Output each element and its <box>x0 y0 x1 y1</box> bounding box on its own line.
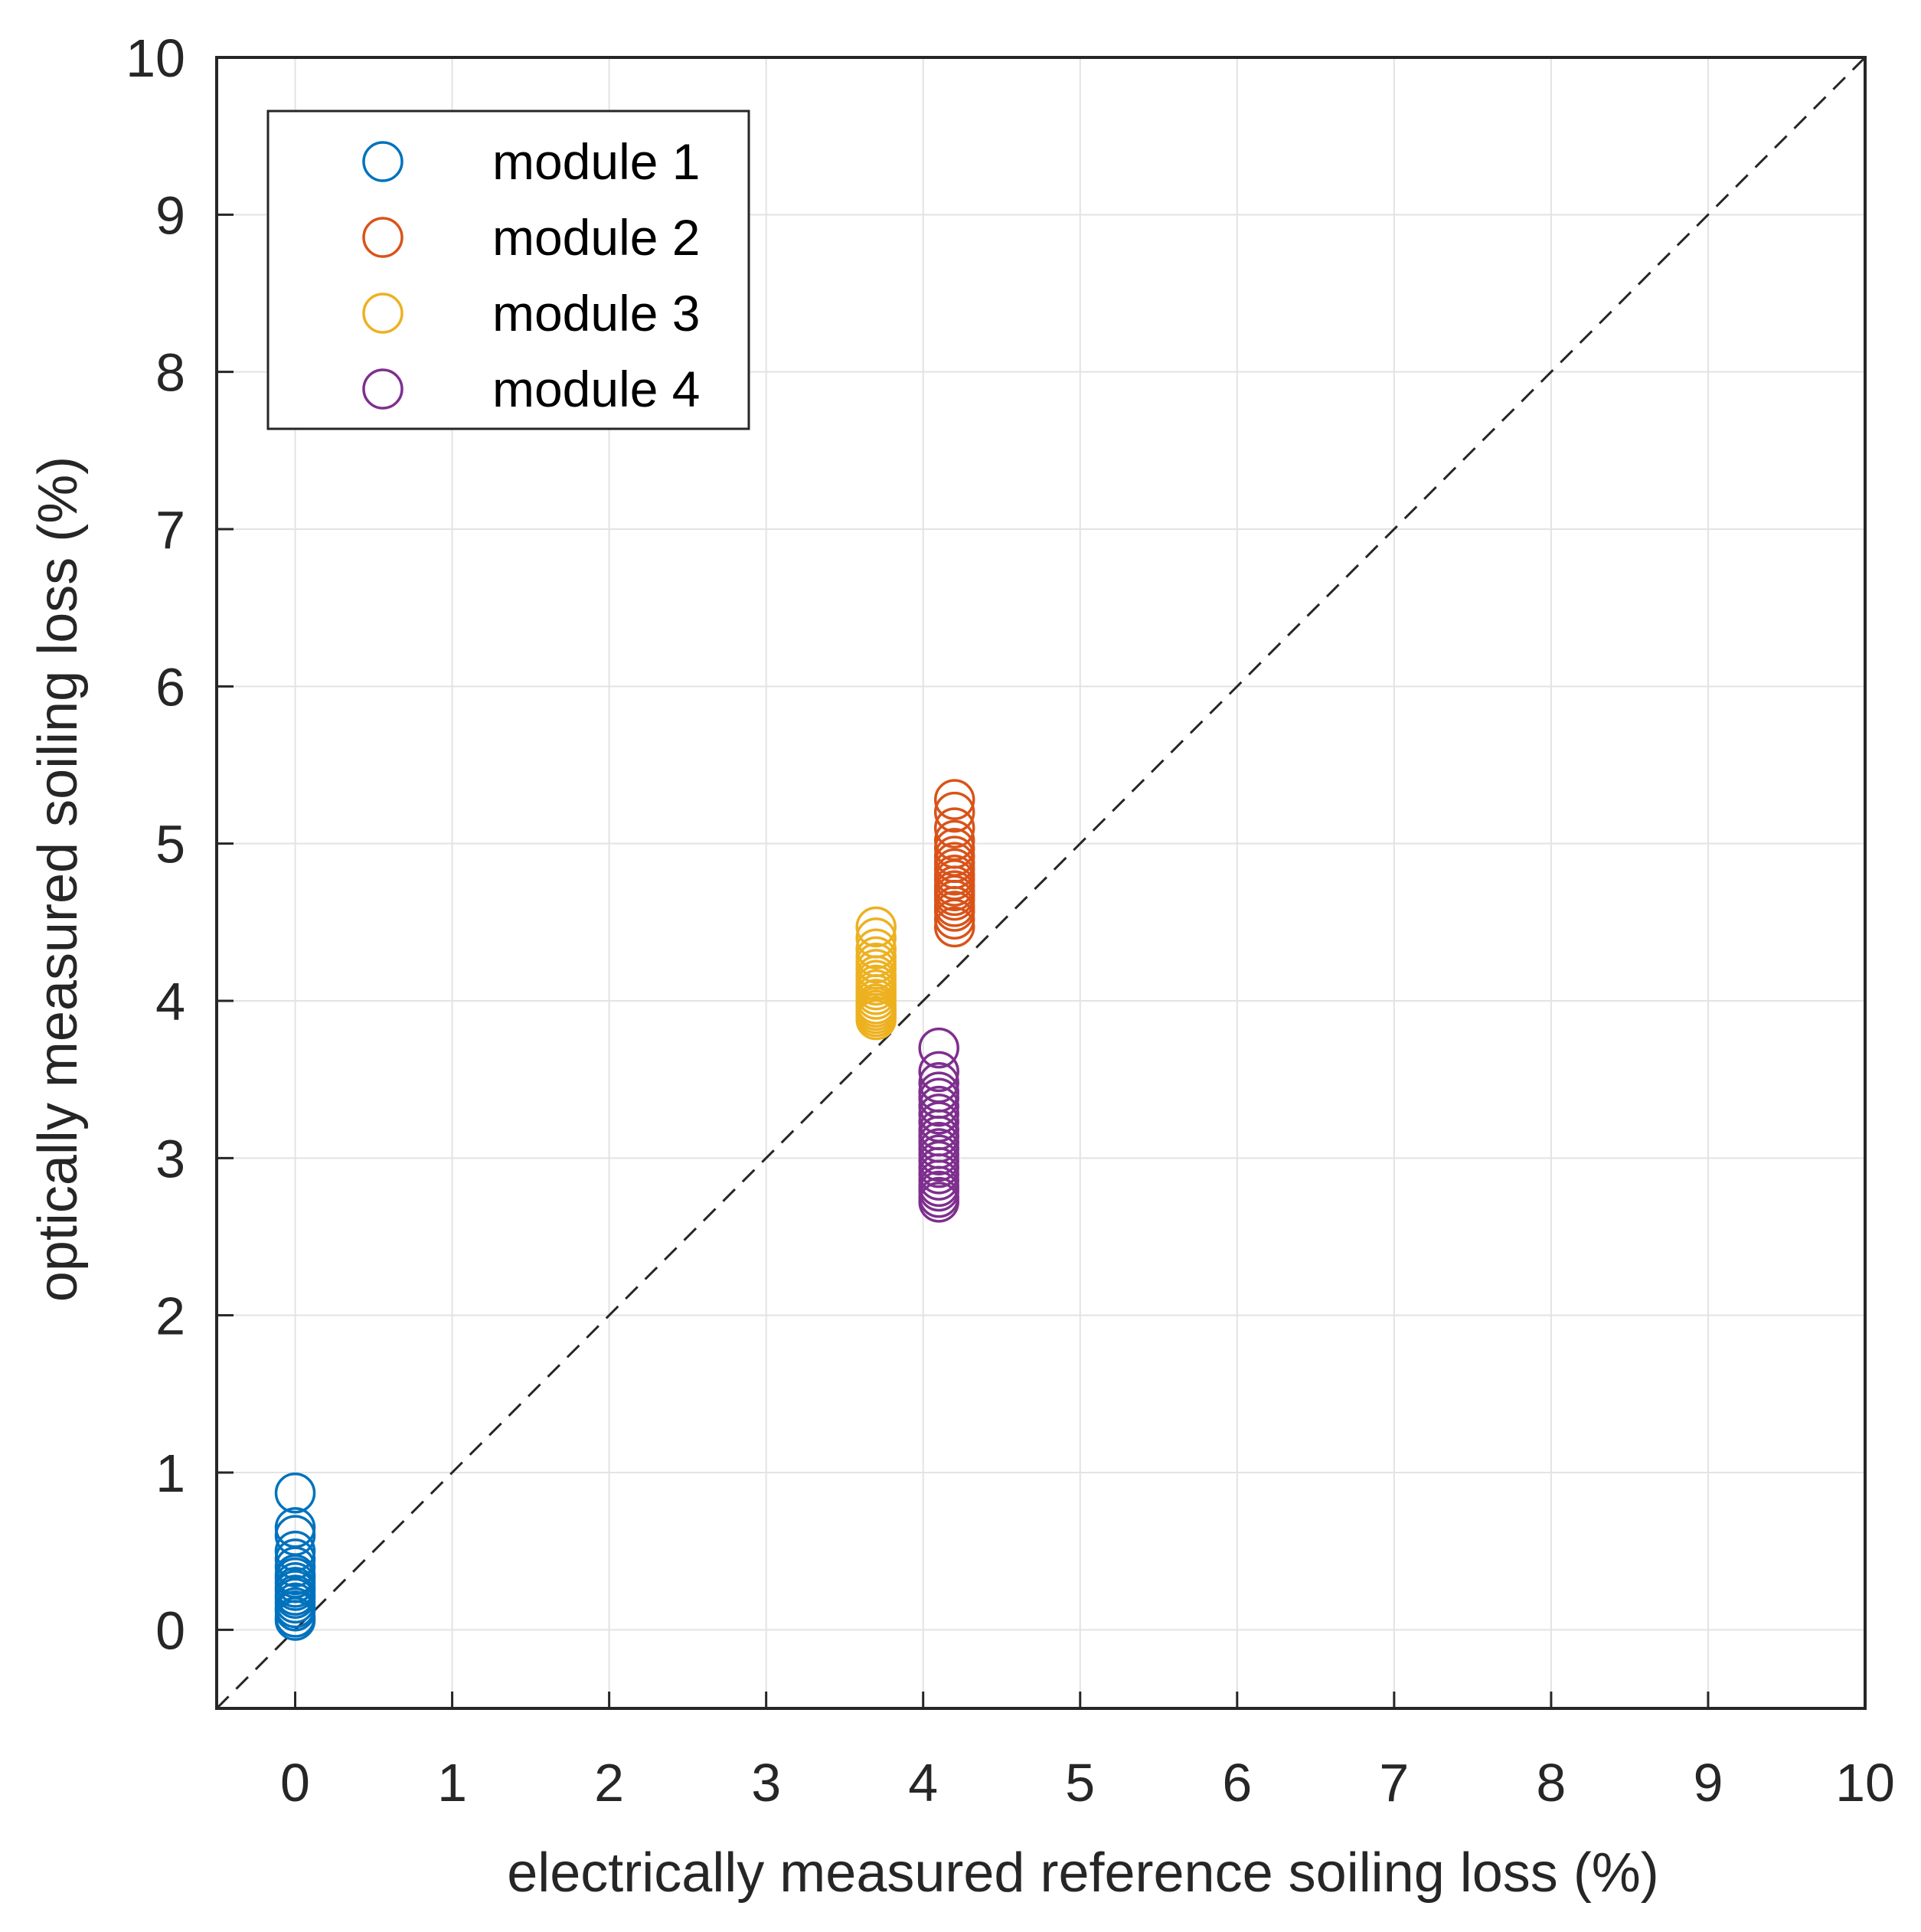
x-tick-label: 2 <box>594 1753 624 1813</box>
data-point-module-2 <box>933 791 975 833</box>
axis-ticks <box>217 56 1867 1708</box>
data-point-module-3 <box>855 999 897 1041</box>
y-tick-label: 2 <box>155 1286 185 1346</box>
legend-label-module-1: module 1 <box>492 133 701 190</box>
data-point-module-3 <box>855 928 897 969</box>
data-point-module-1 <box>274 1546 316 1587</box>
legend: module 1 module 2 module 3 module 4 <box>266 110 750 430</box>
legend-box <box>266 110 750 430</box>
data-point-module-2 <box>933 779 975 820</box>
legend-label-module-3: module 3 <box>492 285 701 342</box>
data-point-module-4 <box>918 1085 959 1127</box>
axes-box <box>215 56 1867 1710</box>
data-point-module-2 <box>933 891 975 932</box>
y-tick-label: 6 <box>155 657 185 717</box>
data-point-module-2 <box>933 906 975 948</box>
y-tick-label: 9 <box>155 185 185 245</box>
x-tick-label: 10 <box>1835 1753 1895 1813</box>
data-point-module-2 <box>933 898 975 940</box>
y-axis-title: optically measured soiling loss (%) <box>28 456 89 1302</box>
legend-marker-module-4 <box>362 368 403 410</box>
y-tick-label: 7 <box>155 500 185 560</box>
legend-label-module-2: module 2 <box>492 209 701 266</box>
x-tick-label: 8 <box>1536 1753 1566 1813</box>
x-tick-label: 7 <box>1379 1753 1409 1813</box>
legend-marker-module-2 <box>362 217 403 258</box>
y-tick-label: 8 <box>155 343 185 403</box>
x-tick-label: 1 <box>437 1753 467 1813</box>
x-tick-label: 3 <box>751 1753 781 1813</box>
y-tick-label: 1 <box>155 1443 185 1503</box>
tick-labels: 0 1 2 3 4 5 6 7 8 9 10 0 1 2 3 4 5 6 7 8 9 10 <box>126 28 1895 1813</box>
data-point-module-4 <box>918 1027 959 1069</box>
y-tick-label: 5 <box>155 815 185 874</box>
legend-marker-module-3 <box>362 293 403 334</box>
data-point-module-3 <box>855 906 897 948</box>
y-tick-label: 4 <box>155 972 185 1031</box>
legend-marker-module-1 <box>362 141 403 182</box>
x-tick-label: 9 <box>1693 1753 1723 1813</box>
data-point-module-4 <box>918 1051 959 1093</box>
x-axis-title: electrically measured reference soiling … <box>507 1842 1659 1904</box>
x-tick-label: 4 <box>908 1753 938 1813</box>
x-tick-label: 5 <box>1065 1753 1095 1813</box>
data-point-module-1 <box>274 1600 316 1641</box>
x-tick-label: 6 <box>1222 1753 1252 1813</box>
y-tick-label: 0 <box>155 1600 185 1660</box>
data-points <box>274 779 975 1641</box>
x-tick-label: 0 <box>280 1753 310 1813</box>
y-tick-label: 3 <box>155 1129 185 1188</box>
legend-label-module-4: module 4 <box>492 361 701 417</box>
data-point-module-2 <box>933 807 975 848</box>
data-point-module-4 <box>918 1093 959 1135</box>
data-point-module-1 <box>274 1472 316 1514</box>
reference-line <box>215 56 1867 1710</box>
data-point-module-4 <box>918 1182 959 1223</box>
y-tick-label: 10 <box>126 28 185 88</box>
